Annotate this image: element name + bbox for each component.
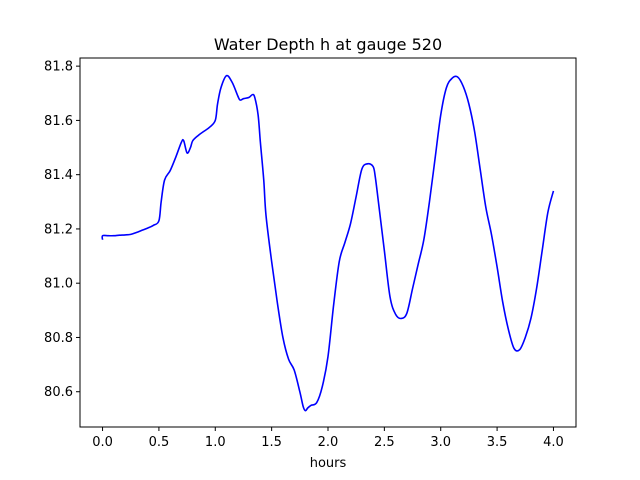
x-tick-label: 1.0 xyxy=(205,435,226,450)
chart-title: Water Depth h at gauge 520 xyxy=(214,35,442,54)
y-tick-label: 80.8 xyxy=(44,331,73,346)
plot-layer xyxy=(101,74,555,412)
x-tick-label: 2.5 xyxy=(374,435,395,450)
y-tick-label: 81.0 xyxy=(44,277,73,292)
y-tick-label: 81.8 xyxy=(44,60,73,75)
y-tick-label: 81.4 xyxy=(44,168,73,183)
y-tick-label: 81.2 xyxy=(44,222,73,237)
x-tick-label: 2.0 xyxy=(318,435,339,450)
x-tick-label: 3.0 xyxy=(430,435,451,450)
x-tick-label: 1.5 xyxy=(261,435,282,450)
series-line xyxy=(101,74,555,412)
y-axis: 80.6 80.8 81.0 81.2 81.4 81.6 81.8 xyxy=(44,60,80,400)
x-tick-label: 0.0 xyxy=(92,435,113,450)
x-axis: 0.0 0.5 1.0 1.5 2.0 2.5 3.0 3.5 4.0 xyxy=(92,427,564,450)
x-axis-label: hours xyxy=(310,456,347,471)
y-tick-label: 80.6 xyxy=(44,385,73,400)
x-tick-label: 3.5 xyxy=(487,435,508,450)
x-tick-label: 0.5 xyxy=(149,435,170,450)
x-tick-label: 4.0 xyxy=(543,435,564,450)
y-tick-label: 81.6 xyxy=(44,114,73,129)
